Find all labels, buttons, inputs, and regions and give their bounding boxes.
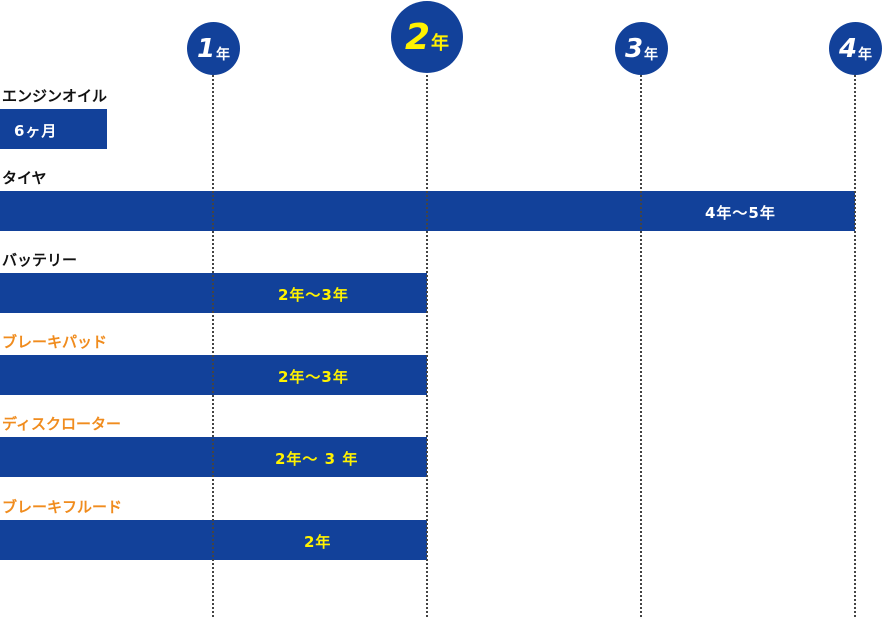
year-3-gridline (640, 70, 642, 617)
year-number: 1 (196, 33, 216, 64)
item-label-battery: バッテリー (2, 251, 78, 269)
item-label-tire: タイヤ (2, 169, 47, 187)
year-unit: 年 (858, 46, 873, 63)
period-text: 6ヶ月 (14, 122, 58, 140)
year-1-gridline (212, 70, 214, 617)
item-label-engine-oil: エンジンオイル (2, 87, 108, 105)
period-text: 4年〜5年 (705, 204, 776, 222)
year-unit: 年 (431, 33, 450, 54)
year-number: 3 (624, 33, 644, 64)
item-label-brake-fluid: ブレーキフルード (2, 498, 123, 516)
item-label-disc-rotor: ディスクローター (2, 415, 121, 433)
year-4-gridline (854, 70, 856, 617)
period-text: 2年 (304, 533, 332, 551)
bar-engine-oil: 6ヶ月 (0, 109, 107, 149)
year-number: 4 (838, 33, 858, 64)
item-label-brake-pad: ブレーキパッド (2, 333, 108, 351)
year-2-gridline (426, 70, 428, 617)
year-unit: 年 (216, 46, 231, 63)
period-text: 2年〜3年 (278, 368, 349, 386)
year-unit: 年 (644, 46, 659, 63)
period-text: 2年〜 3 年 (275, 450, 359, 468)
year-number: 2 (404, 16, 431, 58)
period-text: 2年〜3年 (278, 286, 349, 304)
